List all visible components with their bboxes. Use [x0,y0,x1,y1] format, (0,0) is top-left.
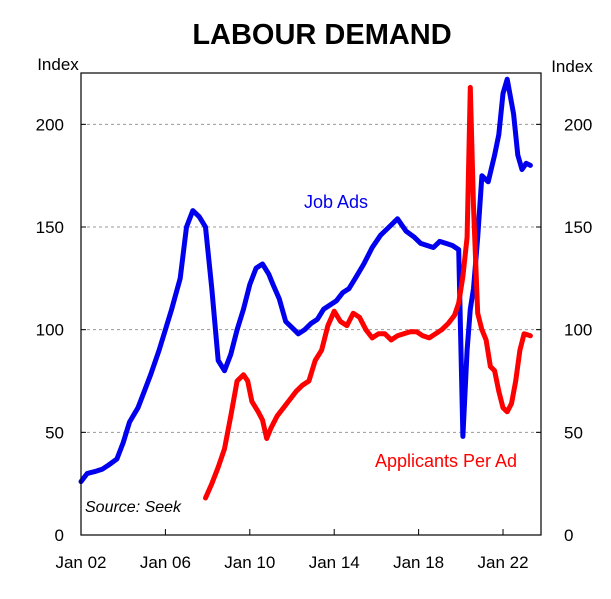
y-tick-label-right: 50 [564,423,583,442]
x-tick-label: Jan 22 [477,553,528,572]
left-y-ticks: 0 50 100 150 200 [36,115,86,545]
gridlines [81,123,541,433]
job-ads-label: Job Ads [304,192,368,212]
x-tick-label: Jan 14 [309,553,360,572]
x-tick-label: Jan 10 [224,553,275,572]
y-tick-label-left: 150 [36,218,64,237]
y-tick-label-left: 0 [55,526,64,545]
right-y-ticks: 0 50 100 150 200 [536,115,592,545]
applicants-label: Applicants Per Ad [375,451,517,471]
x-ticks: Jan 02 Jan 06 Jan 10 Jan 14 Jan 18 Jan 22 [55,529,529,572]
left-axis-unit: Index [37,55,79,74]
x-tick-label: Jan 06 [140,553,191,572]
right-axis-unit: Index [551,57,593,76]
y-tick-label-left: 50 [45,423,64,442]
x-tick-label: Jan 02 [55,553,106,572]
y-tick-label-right: 0 [564,526,573,545]
chart-title: LABOUR DEMAND [192,19,451,51]
plot-frame [80,72,542,536]
x-tick-label: Jan 18 [393,553,444,572]
applicants-per-ad-line [203,84,533,501]
y-tick-label-right: 100 [564,321,592,340]
y-tick-label-right: 150 [564,218,592,237]
y-tick-label-left: 100 [36,321,64,340]
y-tick-label-left: 200 [36,115,64,134]
series-lines [78,76,533,501]
job-ads-line [78,76,533,485]
source-note: Source: Seek [85,499,182,516]
y-tick-label-right: 200 [564,115,592,134]
